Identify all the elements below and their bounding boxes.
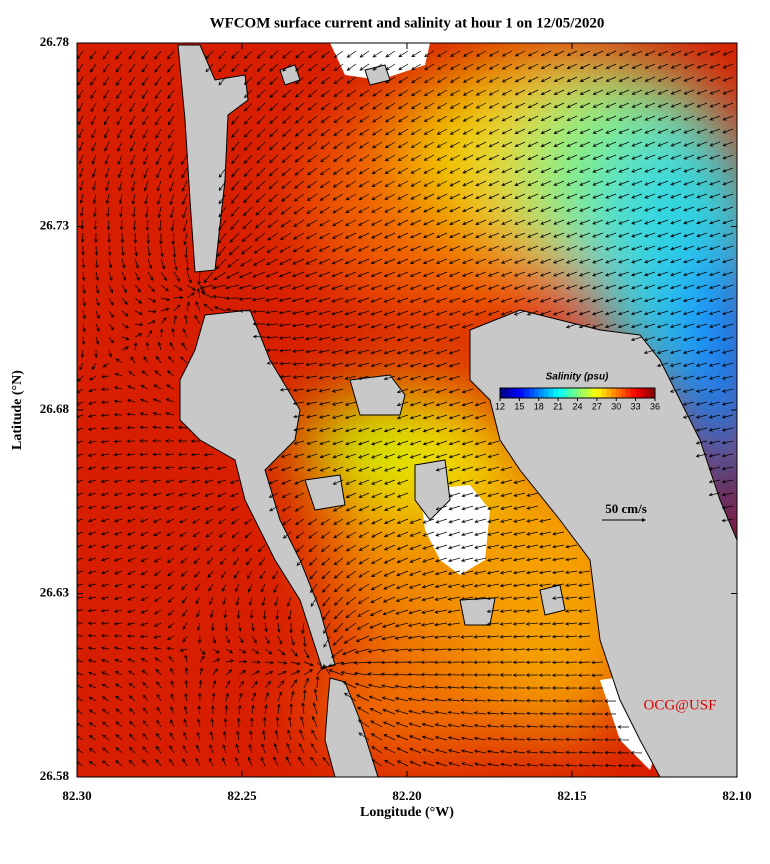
credit: OCG@USF [643, 697, 716, 713]
colorbar-tick-label: 21 [553, 401, 563, 411]
colorbar-cell [514, 388, 520, 398]
colorbar-cell [625, 388, 632, 398]
x-tick-label: 82.25 [227, 788, 257, 803]
y-tick-label: 26.58 [40, 768, 70, 783]
colorbar-cell [582, 388, 588, 398]
colorbar-cell [596, 388, 603, 398]
colorbar-tick-label: 12 [495, 401, 505, 411]
colorbar-tick-label: 27 [592, 401, 602, 411]
colorbar-cell [616, 388, 622, 398]
colorbar-cell [519, 388, 525, 398]
x-tick-label: 82.30 [62, 788, 91, 803]
colorbar-cell [529, 388, 535, 398]
colorbar-tick-label: 30 [611, 401, 621, 411]
colorbar-cell [509, 388, 516, 398]
colorbar-cell [500, 388, 506, 398]
colorbar-cell [558, 388, 564, 398]
y-tick-label: 26.78 [40, 34, 70, 49]
colorbar-cell [635, 388, 641, 398]
map-title: WFCOM surface current and salinity at ho… [210, 15, 605, 31]
colorbar-cell [606, 388, 612, 398]
y-tick-label: 26.68 [40, 401, 70, 416]
colorbar-cell [567, 388, 574, 398]
colorbar-cell [601, 388, 608, 398]
y-axis-label: Latitude (°N) [10, 370, 25, 450]
colorbar-cell [504, 388, 511, 398]
colorbar [499, 387, 656, 401]
x-tick-label: 82.20 [392, 788, 421, 803]
current-vectors [77, 50, 734, 768]
colorbar-cell [650, 388, 656, 398]
colorbar-cell [630, 388, 637, 398]
colorbar-tick-label: 15 [514, 401, 524, 411]
salinity-field [77, 43, 737, 777]
colorbar-cell [592, 388, 598, 398]
colorbar-cell [645, 388, 651, 398]
colorbar-cell [553, 388, 559, 398]
colorbar-label: Salinity (psu) [546, 372, 609, 383]
colorbar-cell [524, 388, 530, 398]
colorbar-cell [562, 388, 569, 398]
colorbar-tick-label: 24 [572, 401, 582, 411]
vector-arrows [77, 50, 734, 768]
colorbar-tick-label: 36 [650, 401, 660, 411]
colorbar-cell [611, 388, 617, 398]
colorbar-cell [621, 388, 627, 398]
x-tick-label: 82.10 [722, 788, 751, 803]
x-axis-label: Longitude (°W) [360, 805, 454, 820]
colorbar-cell [587, 388, 593, 398]
colorbar-cell [572, 388, 578, 398]
y-tick-label: 26.63 [40, 584, 70, 599]
colorbar-cell [577, 388, 583, 398]
colorbar-cell [640, 388, 646, 398]
colorbar-tick-label: 18 [534, 401, 544, 411]
y-tick-label: 26.73 [40, 217, 70, 232]
colorbar-cell [543, 388, 549, 398]
x-tick-label: 82.15 [557, 788, 587, 803]
colorbar-cell [533, 388, 540, 398]
colorbar-cell [548, 388, 554, 398]
colorbar-tick-label: 33 [631, 401, 641, 411]
colorbar-cell [538, 388, 545, 398]
scale-label: 50 cm/s [605, 501, 647, 516]
